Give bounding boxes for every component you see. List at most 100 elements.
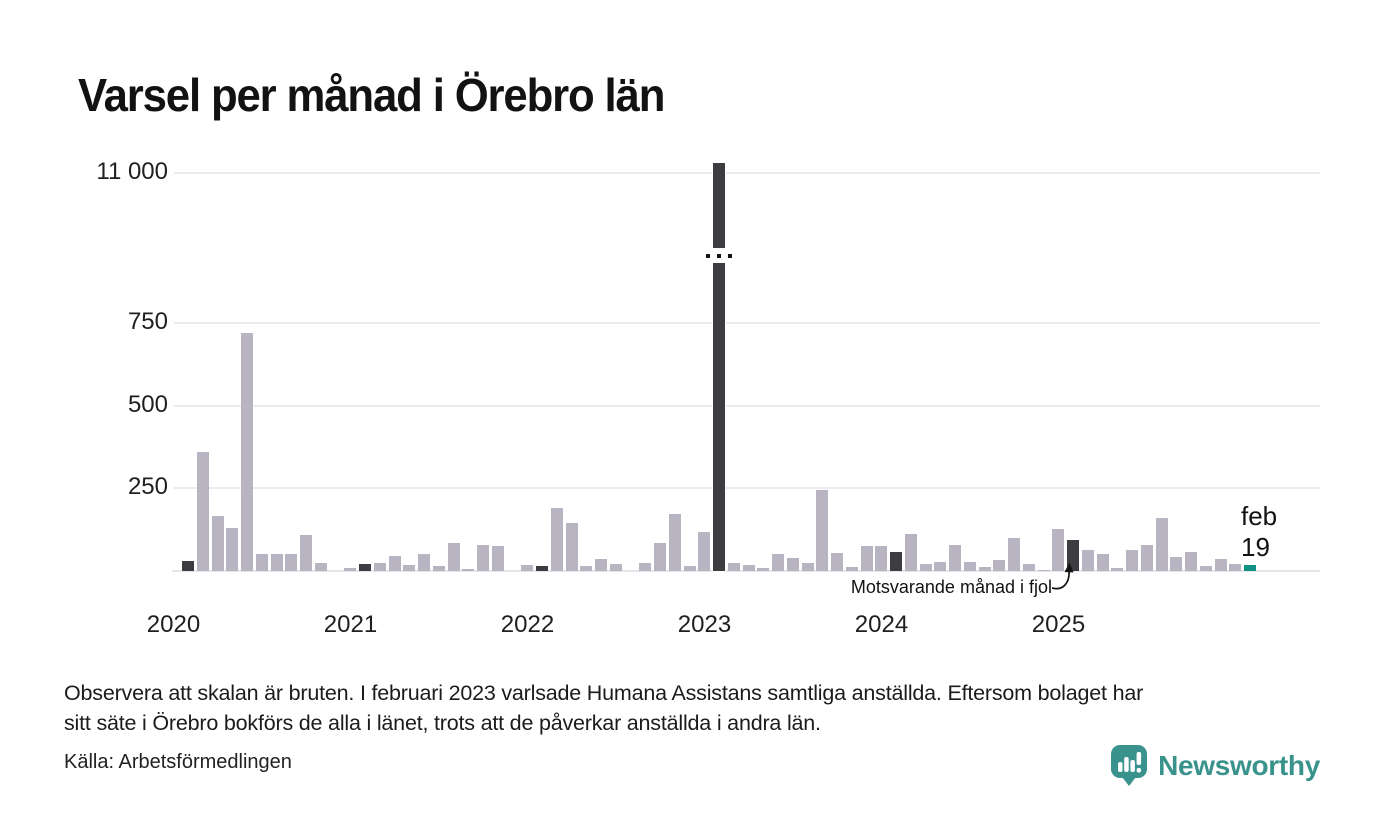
bar	[1155, 518, 1168, 571]
bar-broken-lower	[712, 262, 726, 572]
bar	[388, 556, 401, 571]
bar	[580, 565, 593, 571]
x-axis-baseline	[172, 570, 1320, 572]
latest-month-label: feb	[1241, 501, 1278, 531]
bar	[772, 553, 784, 571]
bar	[314, 562, 327, 571]
bar	[1170, 556, 1183, 571]
bar	[211, 516, 224, 571]
bar	[1185, 552, 1197, 571]
x-axis-year-label: 2022	[500, 611, 555, 638]
source-label: Källa: Arbetsförmedlingen	[64, 751, 292, 773]
bar	[447, 542, 460, 571]
gridline	[174, 321, 1320, 324]
x-axis-year-label: 2025	[1031, 611, 1086, 638]
bar	[1067, 539, 1079, 571]
scale-break-dots	[706, 254, 710, 258]
gridline	[174, 172, 1320, 174]
bar	[845, 567, 858, 571]
bar	[226, 527, 239, 571]
bar	[1052, 529, 1065, 571]
bar	[182, 561, 194, 571]
bar	[639, 563, 652, 571]
bar	[668, 514, 681, 571]
y-axis-tick-label: 250	[127, 473, 168, 501]
x-axis-year-label: 2023	[677, 611, 732, 638]
newsworthy-logo-icon	[1111, 745, 1148, 786]
bar	[1199, 565, 1212, 571]
bar	[300, 534, 312, 571]
bar	[919, 563, 932, 571]
bar	[727, 563, 740, 571]
bar	[1081, 550, 1094, 571]
bar	[521, 565, 534, 571]
bar-broken-upper	[712, 162, 726, 249]
bar	[595, 558, 607, 571]
bar	[1140, 544, 1153, 571]
bar	[270, 554, 283, 571]
annotation-label: Motsvarande månad i fjol	[850, 577, 1052, 597]
bar	[373, 562, 386, 571]
y-axis-tick-label: 11 000	[96, 158, 168, 185]
bar	[418, 553, 430, 571]
bar	[1229, 563, 1242, 571]
bar	[757, 568, 770, 571]
bar	[550, 508, 563, 571]
bar	[831, 553, 843, 571]
bar	[816, 489, 829, 571]
annotation-arrow-icon	[1051, 562, 1074, 590]
scale-break-dots	[728, 254, 732, 258]
gridline	[174, 404, 1320, 407]
bar	[1022, 564, 1035, 571]
bar	[978, 566, 991, 571]
latest-point-label: feb 19	[1241, 501, 1277, 563]
bar	[491, 545, 504, 571]
bar	[949, 544, 961, 571]
bar	[786, 558, 799, 571]
bar	[241, 332, 253, 571]
gridline	[174, 487, 1320, 490]
scale-break-dots	[717, 254, 721, 258]
bar	[934, 561, 947, 571]
bar	[890, 552, 902, 571]
x-axis-year-label: 2021	[323, 611, 378, 638]
bar	[432, 565, 445, 571]
bar	[255, 554, 268, 571]
bar	[683, 566, 696, 571]
x-axis-year-label: 2024	[854, 611, 909, 638]
bar	[742, 565, 755, 571]
footnote-line1: Observera att skalan är bruten. I februa…	[64, 681, 1144, 705]
bar	[1111, 567, 1124, 571]
bar	[462, 569, 475, 571]
bar	[285, 554, 298, 571]
footnote: Observera att skalan är bruten. I februa…	[64, 679, 1143, 738]
bar	[860, 545, 873, 571]
newsworthy-logo: Newsworthy	[1110, 744, 1320, 787]
newsworthy-logo-text: Newsworthy	[1158, 749, 1320, 781]
bar	[875, 545, 888, 571]
y-axis-tick-label: 500	[127, 390, 168, 418]
bar	[609, 564, 622, 571]
bar	[403, 565, 416, 571]
bar	[196, 451, 209, 571]
bar	[904, 533, 917, 571]
bar	[477, 544, 489, 571]
bar	[963, 562, 976, 571]
x-axis-year-label: 2020	[146, 611, 201, 638]
bar	[698, 531, 711, 571]
bar	[1126, 550, 1138, 571]
chart-title: Varsel per månad i Örebro län	[78, 69, 665, 121]
bar	[536, 566, 548, 571]
bar	[654, 542, 666, 571]
y-axis-tick-label: 750	[127, 307, 168, 335]
bar	[359, 564, 371, 571]
latest-value-label: 19	[1241, 532, 1270, 562]
bar	[344, 567, 357, 571]
bar	[801, 563, 814, 571]
bar	[565, 522, 578, 571]
bar	[1244, 564, 1256, 571]
bar	[1214, 559, 1227, 571]
footnote-line2: sitt säte i Örebro bokförs de alla i län…	[64, 710, 821, 735]
